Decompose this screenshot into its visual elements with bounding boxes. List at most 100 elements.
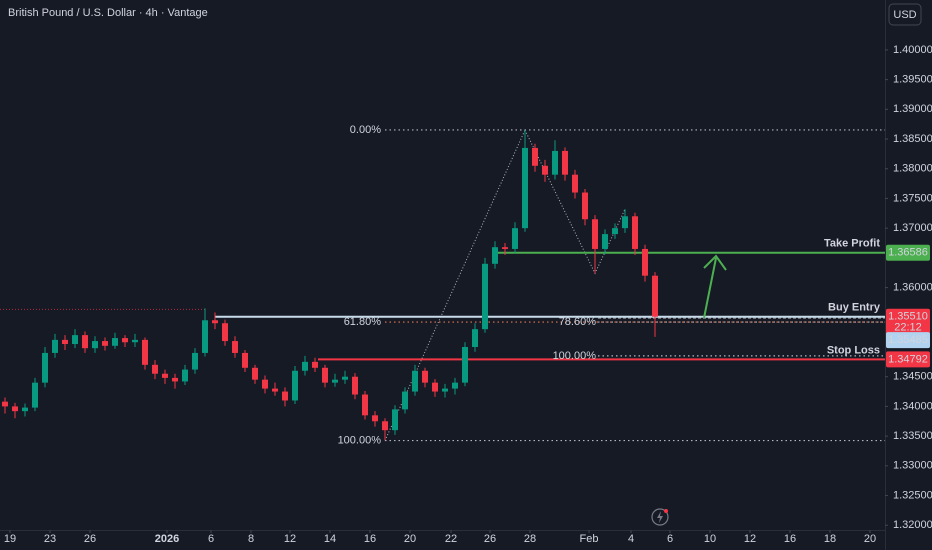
last-price-label: 1.35510 (888, 311, 928, 323)
x-tick-label: 16 (364, 533, 376, 545)
candle-body (422, 370, 428, 383)
bolt-shape[interactable] (657, 511, 663, 523)
candle-body (372, 415, 378, 422)
candle-body (172, 377, 178, 382)
candle-body (222, 323, 228, 342)
candle-body (312, 361, 318, 368)
candle-body (442, 388, 448, 392)
fib-label: 78.60% (559, 316, 597, 328)
candle-body (102, 341, 108, 346)
candle-body (112, 338, 118, 346)
candle-body (482, 263, 488, 330)
candle-body (522, 147, 528, 229)
x-tick-label: 16 (784, 533, 796, 545)
price-badge (886, 244, 930, 261)
candle-body (322, 367, 328, 383)
x-tick-label: Feb (580, 533, 599, 545)
candle-body (492, 247, 498, 264)
x-tick-label: 20 (864, 533, 876, 545)
candle-body (402, 391, 408, 410)
y-tick-label: 1.32500 (893, 489, 932, 501)
candle-body (152, 364, 158, 374)
price-badge-label: 1.34792 (888, 353, 928, 365)
bolt-icon[interactable] (651, 508, 669, 526)
candle-body (552, 150, 558, 175)
candle-body (212, 320, 218, 324)
candle-body (542, 165, 548, 175)
candle-body (602, 234, 608, 249)
y-tick-label: 1.34500 (893, 371, 932, 383)
candle-body (122, 338, 128, 343)
currency-label[interactable]: USD (893, 9, 916, 21)
candle-body (382, 421, 388, 431)
currency-button[interactable] (888, 3, 922, 26)
price-badge-label: 1.36586 (888, 247, 928, 259)
candle-body (182, 369, 188, 382)
y-tick-label: 1.38500 (893, 133, 932, 145)
candle-body (572, 174, 578, 193)
y-tick-label: 1.37500 (893, 192, 932, 204)
fib-label: 0.00% (350, 124, 381, 136)
candle-body (462, 346, 468, 383)
candle-body (562, 150, 568, 175)
candle-body (582, 192, 588, 220)
trade-level-label: Take Profit (824, 238, 880, 250)
x-tick-label: 18 (824, 533, 836, 545)
candle-body (452, 382, 458, 389)
countdown-label: 22:12 (894, 322, 922, 334)
arrow-shaft (703, 257, 717, 319)
x-tick-label: 6 (667, 533, 673, 545)
y-tick-label: 1.36000 (893, 281, 932, 293)
x-tick-label: 22 (445, 533, 457, 545)
x-tick-label: 12 (744, 533, 756, 545)
x-tick-label: 19 (4, 533, 16, 545)
x-tick-label: 4 (628, 533, 634, 545)
candle-body (622, 216, 628, 229)
candle-body (232, 341, 238, 353)
bolt-circle[interactable] (651, 508, 669, 526)
bid-price-badge (886, 332, 930, 349)
y-tick-label: 1.34000 (893, 400, 932, 412)
candle-body (42, 352, 48, 383)
candle-body (502, 247, 508, 249)
candle-body (32, 382, 38, 408)
candle-body (392, 409, 398, 431)
bid-price-label: 1.35485 (888, 334, 928, 346)
bolt-dot[interactable] (664, 509, 668, 513)
candle-body (262, 379, 268, 389)
candle-body (362, 394, 368, 416)
y-tick-label: 1.38000 (893, 163, 932, 175)
candle-body (52, 339, 58, 353)
x-tick-label: 26 (84, 533, 96, 545)
overlay-labels: 0.00% 61.80% 100.00% 78.60% 100.00% Take Prof… (338, 124, 930, 446)
last-price-badge (886, 308, 930, 336)
x-tick-label: 10 (704, 533, 716, 545)
trade-level-label: Buy Entry (828, 302, 881, 314)
candle-body (342, 376, 348, 380)
candle-body (642, 248, 648, 276)
fib-label: 100.00% (338, 434, 382, 446)
x-tick-label: 20 (404, 533, 416, 545)
x-tick-label: 28 (524, 533, 536, 545)
candle-body (302, 361, 308, 371)
candle-body (412, 370, 418, 392)
candle-body (82, 335, 88, 349)
candle-body (2, 401, 8, 407)
candle-body (292, 370, 298, 401)
fib-label: 61.80% (344, 316, 382, 328)
y-tick-label: 1.32000 (893, 519, 932, 531)
candle-body (592, 219, 598, 249)
price-badge (886, 351, 930, 368)
x-tick-label: 23 (44, 533, 56, 545)
candle-body (192, 352, 198, 370)
candle-body (92, 341, 98, 349)
y-tick-label: 1.39000 (893, 103, 932, 115)
candle-body (282, 391, 288, 401)
y-tick-label: 1.40000 (893, 44, 932, 56)
candle-body (612, 228, 618, 235)
candle-body (12, 406, 18, 412)
